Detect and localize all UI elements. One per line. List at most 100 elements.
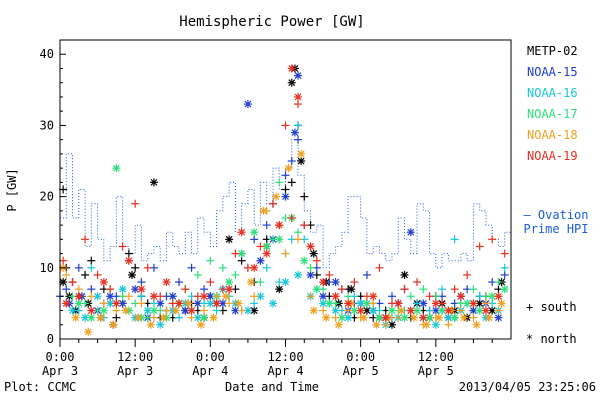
noaa-18-south-point-31: [444, 320, 453, 329]
noaa-18-south-point-33: [469, 313, 478, 322]
noaa-19-south-point-18: [281, 121, 290, 130]
legend-entry-noaa-16: NOAA-16: [527, 86, 578, 100]
noaa-18-south-point-23: [344, 306, 353, 315]
noaa-17-south-point-13: [231, 270, 240, 279]
noaa-18-south-point-19: [294, 235, 303, 244]
noaa-18-south-point-35: [494, 306, 503, 315]
noaa-19-south-point-24: [337, 285, 346, 294]
noaa-18-north-point-25: [372, 320, 381, 329]
noaa-16-south-point-20: [294, 121, 303, 130]
noaa-18-south-point-15: [250, 292, 259, 301]
noaa-19-north-point-6: [137, 285, 146, 294]
noaa-19-north-point-12: [212, 299, 221, 308]
noaa-17-north-point-2: [99, 306, 108, 315]
noaa-18-north-point-22: [334, 320, 343, 329]
satellite-marks-layer: [56, 64, 509, 336]
noaa-19-north-point-21: [319, 278, 328, 287]
noaa-17-south-point-10: [193, 270, 202, 279]
noaa-19-south-point-25: [350, 278, 359, 287]
noaa-15-north-point-9: [181, 306, 190, 315]
noaa-19-south-point-14: [231, 249, 240, 258]
y-tick-label-3: 30: [40, 118, 54, 132]
noaa-19-north-point-11: [200, 292, 209, 301]
noaa-17-south-point-20: [306, 263, 315, 272]
x-tick-time-1: 12:00: [117, 350, 153, 364]
noaa-17-south-point-15: [256, 278, 265, 287]
footer-plot-credit: Plot: CCMC: [4, 380, 76, 394]
metp-02-south-point-30: [300, 192, 309, 201]
noaa-19-south-point-10: [181, 285, 190, 294]
noaa-15-south-point-17: [262, 221, 271, 230]
noaa-19-north-point-24: [356, 306, 365, 315]
noaa-19-south-point-20: [294, 100, 303, 109]
noaa-18-south-point-3: [99, 299, 108, 308]
noaa-18-north-point-12: [209, 313, 218, 322]
noaa-19-south-point-36: [488, 235, 497, 244]
noaa-18-south-point-7: [149, 313, 158, 322]
metp-02-north-point-14: [275, 285, 284, 294]
metp-02-south-point-4: [81, 270, 90, 279]
noaa-16-north-point-4: [118, 285, 127, 294]
noaa-17-north-point-0: [74, 299, 83, 308]
noaa-15-north-point-17: [281, 192, 290, 201]
noaa-18-south-point-21: [319, 306, 328, 315]
noaa-16-north-point-21: [331, 306, 340, 315]
noaa-17-north-point-20: [325, 299, 334, 308]
noaa-17-south-point-12: [218, 263, 227, 272]
noaa-15-south-point-2: [74, 263, 83, 272]
noaa-16-south-point-15: [250, 299, 259, 308]
noaa-18-south-point-27: [394, 313, 403, 322]
noaa-15-south-point-19: [281, 171, 290, 180]
metp-02-south-point-27: [281, 185, 290, 194]
noaa-15-south-point-10: [175, 278, 184, 287]
noaa-17-south-point-35: [494, 278, 503, 287]
noaa-18-south-point-4: [112, 306, 121, 315]
noaa-19-south-point-22: [312, 256, 321, 265]
noaa-15-north-point-19: [294, 71, 303, 80]
noaa-19-north-point-0: [62, 299, 71, 308]
noaa-15-north-point-15: [256, 256, 265, 265]
noaa-15-south-point-38: [500, 270, 509, 279]
noaa-16-north-point-15: [256, 292, 265, 301]
x-tick-date-4: Apr 5: [343, 364, 379, 378]
noaa-18-north-point-32: [460, 313, 469, 322]
noaa-17-north-point-14: [250, 228, 259, 237]
noaa-18-north-point-34: [485, 313, 494, 322]
noaa-17-north-point-12: [225, 278, 234, 287]
noaa-19-south-point-3: [93, 270, 102, 279]
y-tick-label-2: 20: [40, 190, 54, 204]
noaa-19-north-point-14: [237, 228, 246, 237]
noaa-16-south-point-12: [212, 306, 221, 315]
y-axis-ticks: 0 10 20 30 40: [40, 47, 66, 346]
metp-02-north-point-7: [149, 178, 158, 187]
noaa-18-north-point-29: [422, 320, 431, 329]
noaa-15-north-point-3: [106, 292, 115, 301]
noaa-16-north-point-24: [369, 306, 378, 315]
noaa-19-north-point-18: [287, 64, 296, 73]
metp-02-south-point-23: [237, 256, 246, 265]
noaa-19-south-point-12: [206, 278, 215, 287]
noaa-16-south-point-30: [413, 299, 422, 308]
noaa-18-north-point-18: [284, 164, 293, 173]
noaa-18-south-point-25: [369, 299, 378, 308]
noaa-15-north-point-28: [406, 228, 415, 237]
noaa-15-north-point-8: [168, 292, 177, 301]
noaa-18-south-point-34: [481, 299, 490, 308]
noaa-19-north-point-5: [124, 256, 133, 265]
y-tick-label-1: 10: [40, 261, 54, 275]
noaa-19-north-point-20: [306, 242, 315, 251]
noaa-17-north-point-6: [149, 306, 158, 315]
noaa-15-south-point-20: [287, 157, 296, 166]
x-tick-date-3: Apr 4: [267, 364, 303, 378]
noaa-15-south-point-16: [250, 235, 259, 244]
noaa-19-south-point-34: [463, 270, 472, 279]
metp-02-north-point-12: [250, 306, 259, 315]
noaa-18-north-point-10: [184, 299, 193, 308]
noaa-19-north-point-26: [381, 313, 390, 322]
metp-02-south-point-10: [124, 249, 133, 258]
noaa-19-south-point-5: [118, 242, 127, 251]
noaa-19-north-point-8: [162, 278, 171, 287]
noaa-18-south-point-12: [212, 292, 221, 301]
noaa-18-north-point-4: [109, 320, 118, 329]
